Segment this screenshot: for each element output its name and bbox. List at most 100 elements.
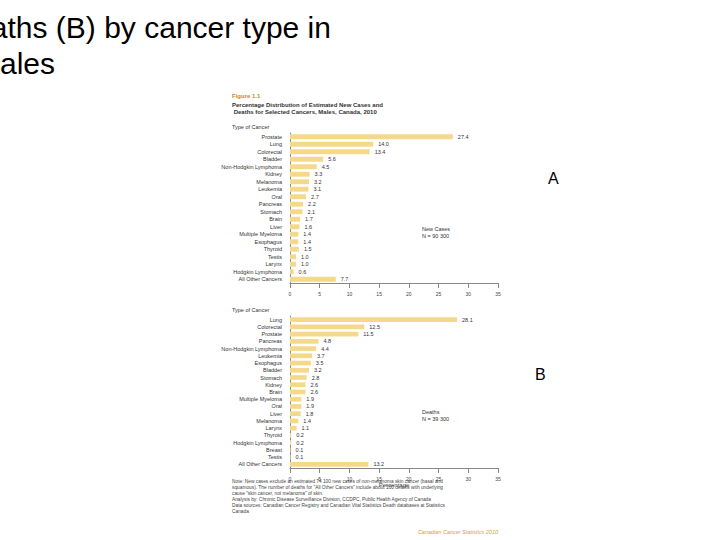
svg-text:2.7: 2.7 [311,194,319,200]
svg-text:Liver: Liver [270,224,282,230]
svg-text:35: 35 [495,476,501,482]
svg-text:Leukemia: Leukemia [258,186,283,192]
svg-text:35: 35 [495,291,501,297]
svg-text:Non-Hodgkin Lymphoma: Non-Hodgkin Lymphoma [221,346,283,352]
svg-text:1.1: 1.1 [302,425,310,431]
svg-text:Kidney: Kidney [265,171,282,177]
svg-text:Oral: Oral [272,194,282,200]
svg-text:Canada: Canada [232,509,249,514]
svg-text:1.4: 1.4 [303,239,311,245]
svg-text:Melanoma: Melanoma [256,179,283,185]
svg-text:4.8: 4.8 [324,338,332,344]
svg-text:Multiple Myeloma: Multiple Myeloma [239,231,283,237]
svg-text:Males: Males [0,47,55,80]
svg-text:All Other Cancers: All Other Cancers [239,461,283,467]
svg-text:A: A [548,170,559,187]
svg-text:12.5: 12.5 [369,324,380,330]
svg-text:Bladder: Bladder [263,367,282,373]
svg-text:5: 5 [318,476,321,482]
svg-text:0.1: 0.1 [296,454,304,460]
svg-text:2.6: 2.6 [310,389,318,395]
svg-text:3.5: 3.5 [316,360,324,366]
svg-text:Larynx: Larynx [265,261,282,267]
svg-text:Prostate: Prostate [262,331,282,337]
svg-text:Canadian Cancer Statistics 201: Canadian Cancer Statistics 2010 [418,529,499,535]
svg-text:4.5: 4.5 [322,164,330,170]
svg-text:2.6: 2.6 [310,382,318,388]
svg-text:1.9: 1.9 [306,403,314,409]
svg-text:3.2: 3.2 [314,367,322,373]
svg-text:Lung: Lung [270,141,282,147]
svg-text:Deaths for Selected Cancers, M: Deaths for Selected Cancers, Males, Cana… [232,109,377,115]
svg-text:Figure 1.1: Figure 1.1 [232,93,261,99]
svg-text:3.3: 3.3 [315,171,323,177]
svg-text:11.5: 11.5 [363,331,373,337]
svg-text:3.1: 3.1 [313,186,321,192]
svg-text:New cases (A) and Deaths (B) b: New cases (A) and Deaths (B) by cancer t… [0,11,339,44]
svg-text:Thyroid: Thyroid [264,432,282,438]
svg-text:2.1: 2.1 [307,209,315,215]
svg-text:Leukemia: Leukemia [258,353,283,359]
svg-text:2.8: 2.8 [312,375,320,381]
svg-text:1.4: 1.4 [303,418,311,424]
svg-text:Analysis by: Chronic Disease S: Analysis by: Chronic Disease Surveillanc… [232,497,431,502]
svg-text:5: 5 [318,291,321,297]
svg-text:10: 10 [347,291,353,297]
svg-text:30: 30 [466,291,472,297]
svg-text:25: 25 [436,291,442,297]
svg-text:Testis: Testis [268,454,282,460]
svg-text:3.2: 3.2 [314,179,322,185]
svg-text:2.2: 2.2 [308,201,316,207]
svg-text:1.0: 1.0 [301,254,309,260]
svg-text:0.2: 0.2 [296,432,304,438]
svg-text:Melanoma: Melanoma [256,418,283,424]
svg-text:Hodgkin Lymphoma: Hodgkin Lymphoma [233,440,283,446]
svg-text:Larynx: Larynx [265,425,282,431]
svg-text:1.0: 1.0 [301,261,309,267]
svg-text:N = 39 300: N = 39 300 [422,416,449,422]
svg-text:Pancreas: Pancreas [259,338,282,344]
svg-text:Hodgkin Lymphoma: Hodgkin Lymphoma [233,269,283,275]
svg-text:15: 15 [376,291,382,297]
svg-text:4.4: 4.4 [321,346,329,352]
svg-text:Colorectal: Colorectal [257,324,282,330]
svg-text:Esophagus: Esophagus [254,360,282,366]
svg-text:Breast: Breast [266,447,282,453]
svg-text:Note: New cases exclude an est: Note: New cases exclude an estimated 74 … [232,479,444,484]
svg-text:14.0: 14.0 [378,141,389,147]
svg-text:Thyroid: Thyroid [264,246,282,252]
svg-text:13.4: 13.4 [375,149,386,155]
svg-text:15: 15 [376,476,382,482]
svg-text:13.2: 13.2 [373,461,384,467]
svg-text:Colorectal: Colorectal [257,149,282,155]
svg-text:Testis: Testis [268,254,282,260]
svg-text:1.7: 1.7 [305,216,313,222]
svg-text:0.1: 0.1 [296,447,304,453]
svg-text:Type of Cancer: Type of Cancer [232,307,269,313]
svg-text:5.6: 5.6 [328,156,336,162]
svg-text:1.6: 1.6 [305,224,313,230]
svg-text:Percentage Distribution of Est: Percentage Distribution of Estimated New… [232,102,383,108]
svg-text:Brain: Brain [269,389,282,395]
svg-text:1.8: 1.8 [306,411,314,417]
svg-text:squamous). The number of death: squamous). The number of deaths for "All… [232,485,444,490]
svg-text:Percentage: Percentage [379,482,410,488]
svg-text:All Other Cancers: All Other Cancers [239,276,283,282]
svg-text:25: 25 [436,476,442,482]
svg-text:Deaths: Deaths [422,409,440,415]
svg-text:3.7: 3.7 [317,353,325,359]
svg-text:Non-Hodgkin Lymphoma: Non-Hodgkin Lymphoma [221,164,283,170]
svg-text:Lung: Lung [270,317,282,323]
svg-text:Esophagus: Esophagus [254,239,282,245]
svg-text:Prostate: Prostate [262,134,282,140]
svg-text:Liver: Liver [270,411,282,417]
svg-text:20: 20 [406,291,412,297]
svg-text:1.4: 1.4 [303,231,311,237]
svg-text:1.9: 1.9 [306,396,314,402]
svg-text:Pancreas: Pancreas [259,201,282,207]
svg-text:7.7: 7.7 [341,276,349,282]
svg-text:cause "skin cancer, not melano: cause "skin cancer, not melanoma" of ski… [232,491,323,496]
svg-text:28.1: 28.1 [462,317,473,323]
svg-text:0.2: 0.2 [296,440,304,446]
svg-text:Brain: Brain [269,216,282,222]
